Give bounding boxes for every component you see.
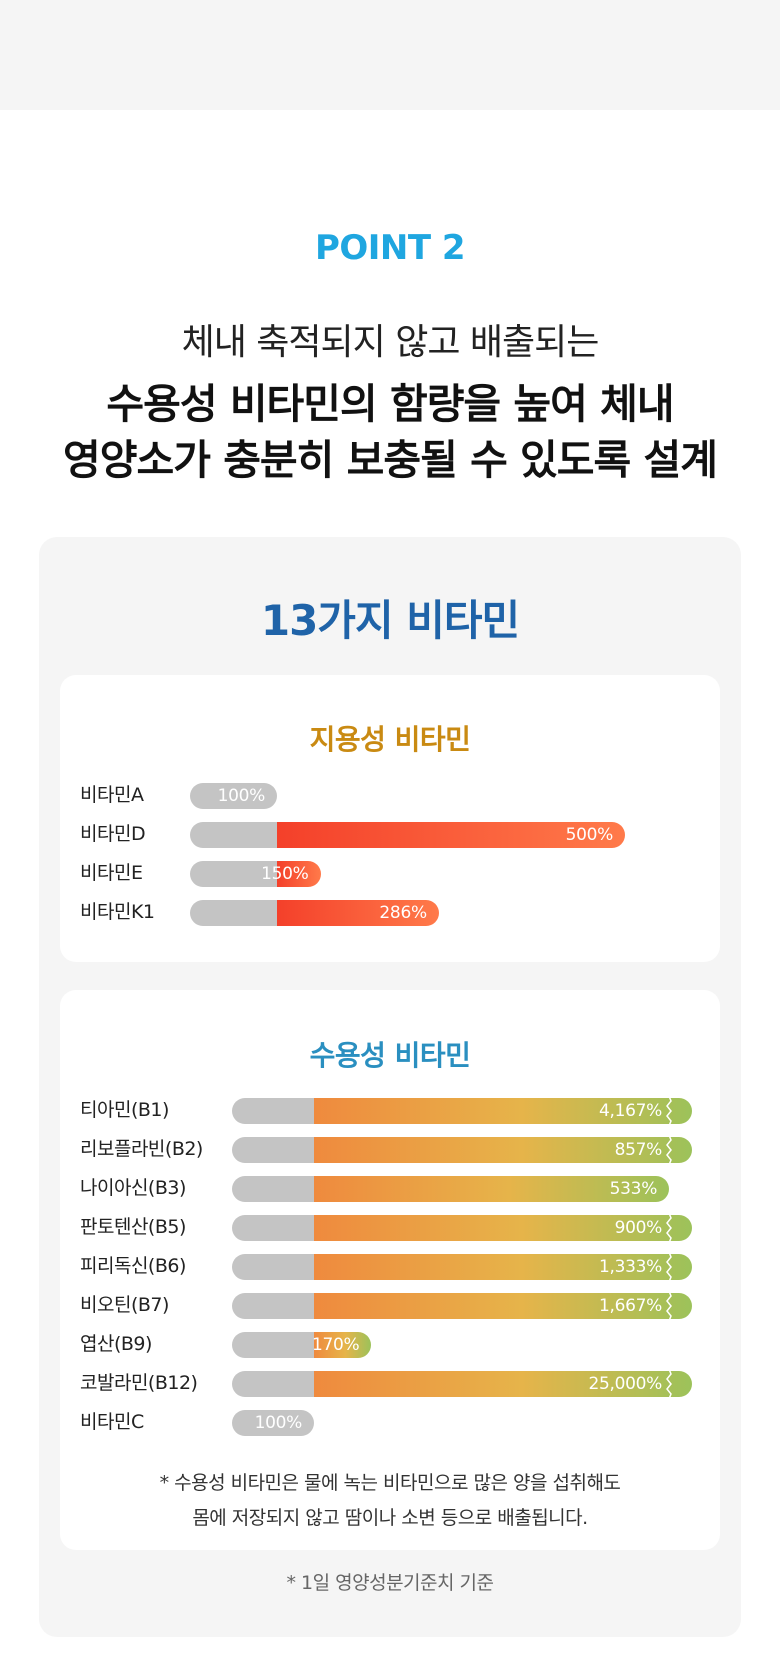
bar: 100%: [190, 783, 277, 809]
bar-fill: [277, 900, 439, 926]
bar-value-label: 500%: [565, 825, 614, 845]
bar-label: 비타민C: [80, 1411, 144, 1433]
bar: 150%: [190, 861, 321, 887]
bar-value-label: 533%: [609, 1179, 658, 1199]
bar-fill: [314, 1332, 372, 1358]
bar-value-label: 4,167%: [598, 1101, 662, 1121]
bar-base: [232, 1371, 314, 1397]
bar-fill: [314, 1137, 692, 1163]
bar-value-label: 100%: [254, 1413, 303, 1433]
bar-base: [190, 783, 277, 809]
axis-break-mark: [666, 1098, 672, 1124]
bar-fill: [314, 1098, 692, 1124]
bar-value-label: 857%: [614, 1140, 663, 1160]
bar-label: 피리독신(B6): [80, 1255, 186, 1277]
bar-fill: [314, 1293, 692, 1319]
bar-base: [232, 1254, 314, 1280]
bar-base: [232, 1293, 314, 1319]
bar-label: 비오틴(B7): [80, 1294, 169, 1316]
bar: 286%: [190, 900, 439, 926]
bar-base: [190, 861, 277, 887]
bar: 533%: [232, 1176, 670, 1202]
bar-base: [232, 1137, 314, 1163]
bar-label: 나이아신(B3): [80, 1177, 186, 1199]
bar-label: 판토텐산(B5): [80, 1216, 186, 1238]
bar-label: 티아민(B1): [80, 1099, 169, 1121]
bar-value-label: 25,000%: [588, 1374, 662, 1394]
headline-line-3: 영양소가 충분히 보충될 수 있도록 설계: [63, 436, 718, 484]
bar-base: [232, 1332, 314, 1358]
headline-line-1: 체내 축적되지 않고 배출되는: [181, 322, 600, 363]
bar-value-label: 1,333%: [598, 1257, 662, 1277]
bar-label: 리보플라빈(B2): [80, 1138, 203, 1160]
bar-base: [190, 822, 277, 848]
panel-title: 13가지 비타민: [260, 596, 520, 645]
bar-fill: [277, 822, 625, 848]
bar-label: 비타민K1: [80, 901, 155, 923]
axis-break-mark: [666, 1215, 672, 1241]
footnote: * 1일 영양성분기준치 기준: [286, 1572, 494, 1594]
bar-value-label: 900%: [614, 1218, 663, 1238]
bar: 170%: [232, 1332, 372, 1358]
bar-label: 엽산(B9): [80, 1333, 152, 1355]
axis-break-mark: [666, 1254, 672, 1280]
bar: 100%: [232, 1410, 314, 1436]
axis-break-mark: [666, 1293, 672, 1319]
note-line-1: * 수용성 비타민은 물에 녹는 비타민으로 많은 양을 섭취해도: [159, 1472, 621, 1494]
bar-base: [232, 1098, 314, 1124]
bar: 857%: [232, 1137, 692, 1163]
bar-fill: [314, 1371, 692, 1397]
bar: 4,167%: [232, 1098, 692, 1124]
bar: 1,333%: [232, 1254, 692, 1280]
bar-value-label: 150%: [261, 864, 309, 884]
bar-base: [232, 1410, 314, 1436]
bar-value-label: 170%: [311, 1335, 360, 1355]
fat-soluble-title: 지용성 비타민: [309, 723, 471, 756]
bar-base: [190, 900, 277, 926]
bar-label: 코발라민(B12): [80, 1372, 198, 1394]
bar-base: [232, 1215, 314, 1241]
bar-label: 비타민A: [80, 784, 144, 806]
bar-fill: [314, 1215, 692, 1241]
bar-value-label: 1,667%: [598, 1296, 662, 1316]
bar-value-label: 286%: [379, 903, 427, 923]
bar-base: [232, 1176, 314, 1202]
water-soluble-title: 수용성 비타민: [309, 1039, 471, 1072]
point-label: POINT 2: [314, 228, 466, 268]
top-band: [0, 0, 780, 110]
bar-fill: [277, 861, 321, 887]
bar-fill: [314, 1254, 692, 1280]
bar-label: 비타민E: [80, 862, 143, 884]
bar-value-label: 100%: [217, 786, 266, 806]
bar: 25,000%: [232, 1371, 692, 1397]
axis-break-mark: [666, 1371, 672, 1397]
headline-line-2: 수용성 비타민의 함량을 높여 체내: [106, 380, 674, 428]
bar: 500%: [190, 822, 625, 848]
note-line-2: 몸에 저장되지 않고 땀이나 소변 등으로 배출됩니다.: [192, 1507, 588, 1529]
axis-break-mark: [666, 1137, 672, 1163]
bar-fill: [314, 1176, 670, 1202]
bar-label: 비타민D: [80, 823, 146, 845]
bar: 1,667%: [232, 1293, 692, 1319]
bar: 900%: [232, 1215, 692, 1241]
